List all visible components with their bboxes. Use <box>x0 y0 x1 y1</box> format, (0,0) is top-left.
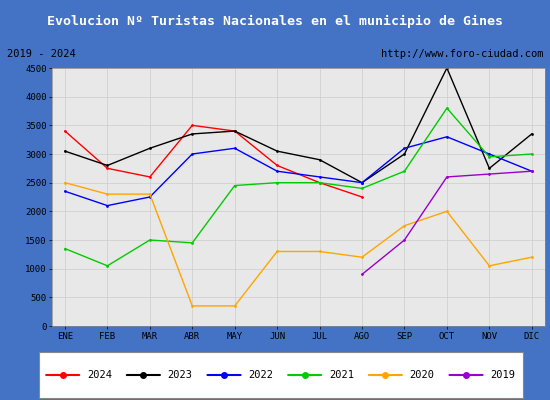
Text: 2019 - 2024: 2019 - 2024 <box>7 49 75 59</box>
Text: 2021: 2021 <box>329 370 354 380</box>
Text: 2024: 2024 <box>87 370 112 380</box>
Text: 2020: 2020 <box>410 370 434 380</box>
Text: Evolucion Nº Turistas Nacionales en el municipio de Gines: Evolucion Nº Turistas Nacionales en el m… <box>47 14 503 28</box>
Text: 2023: 2023 <box>168 370 192 380</box>
Text: http://www.foro-ciudad.com: http://www.foro-ciudad.com <box>381 49 543 59</box>
Text: 2022: 2022 <box>248 370 273 380</box>
Text: 2019: 2019 <box>490 370 515 380</box>
